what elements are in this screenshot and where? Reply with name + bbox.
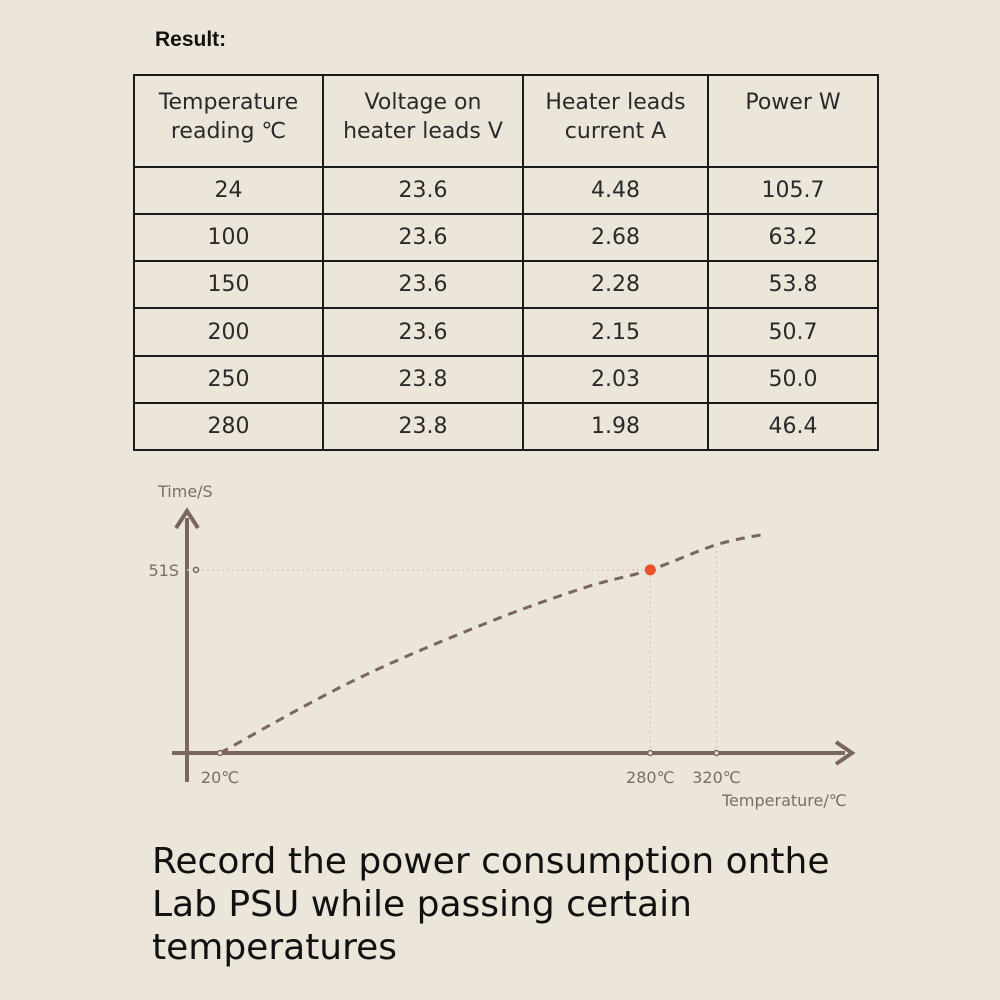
- cell-temperature: 24: [133, 165, 324, 216]
- cell-voltage: 23.6: [322, 165, 524, 216]
- table-row: 150 23.6 2.28 53.8: [133, 260, 879, 310]
- tick-labels: 20℃ 280℃ 320℃ 51S: [148, 561, 740, 787]
- cell-temperature: 250: [133, 354, 324, 404]
- results-table: Temperature reading ℃ Voltage on heater …: [133, 74, 879, 452]
- cell-voltage: 23.8: [322, 401, 524, 452]
- cell-power: 53.8: [707, 260, 879, 310]
- series-line: [219, 532, 767, 755]
- table-row: 280 23.8 1.98 46.4: [133, 401, 879, 452]
- cell-voltage: 23.6: [322, 307, 524, 357]
- cell-temperature: 100: [133, 213, 324, 263]
- caption-line: Lab PSU while passing certain: [152, 884, 692, 925]
- y-axis-arrow: [174, 507, 200, 530]
- cell-current: 2.15: [522, 307, 709, 357]
- table-row: 250 23.8 2.03 50.0: [133, 354, 879, 404]
- cell-power: 50.7: [707, 307, 879, 357]
- result-label: Result:: [155, 28, 227, 51]
- cell-current: 1.98: [522, 401, 709, 452]
- cell-power: 105.7: [707, 165, 879, 216]
- x-axis-arrow: [834, 740, 856, 766]
- guide-lines: [187, 544, 718, 753]
- caption-line: temperatures: [152, 927, 398, 968]
- cell-current: 4.48: [522, 165, 709, 216]
- header-voltage: Voltage on heater leads V: [322, 74, 524, 168]
- cell-temperature: 200: [133, 307, 324, 357]
- cell-power: 46.4: [707, 401, 879, 452]
- cell-temperature: 150: [133, 260, 324, 310]
- temperature-time-chart: Time/S Temperature/℃ 20℃ 280℃ 320℃ 51S: [148, 482, 856, 810]
- table-row: 100 23.6 2.68 63.2: [133, 213, 879, 263]
- table-row: 24 23.6 4.48 105.7: [133, 165, 879, 216]
- cell-current: 2.68: [522, 213, 709, 263]
- highlight-point: [644, 564, 656, 576]
- cell-temperature: 280: [133, 401, 324, 452]
- y-tick-mark: [192, 566, 200, 574]
- cell-voltage: 23.8: [322, 354, 524, 404]
- cell-current: 2.28: [522, 260, 709, 310]
- cell-power: 63.2: [707, 213, 879, 263]
- x-tick-label: 20℃: [201, 768, 239, 787]
- cell-voltage: 23.6: [322, 213, 524, 263]
- cell-power: 50.0: [707, 354, 879, 404]
- x-tick-mark: [216, 749, 224, 757]
- caption-line: Record the power consumption onthe: [152, 841, 830, 882]
- y-tick-label: 51S: [148, 561, 179, 580]
- caption: Record the power consumption onthe Lab P…: [152, 840, 912, 969]
- table-header-row: Temperature reading ℃ Voltage on heater …: [133, 74, 879, 168]
- x-tick-label: 320℃: [692, 768, 741, 787]
- x-tick-mark: [647, 749, 654, 757]
- cell-voltage: 23.6: [322, 260, 524, 310]
- table-row: 200 23.6 2.15 50.7: [133, 307, 879, 357]
- tick-marks: [192, 566, 720, 757]
- x-axis-title: Temperature/℃: [721, 791, 847, 810]
- y-axis-title: Time/S: [157, 482, 213, 501]
- header-power: Power W: [707, 74, 879, 168]
- x-tick-label: 280℃: [626, 768, 675, 787]
- chart-axes: [172, 507, 856, 782]
- x-tick-mark: [713, 749, 720, 757]
- header-temperature: Temperature reading ℃: [133, 74, 324, 168]
- cell-current: 2.03: [522, 354, 709, 404]
- header-current: Heater leads current A: [522, 74, 709, 168]
